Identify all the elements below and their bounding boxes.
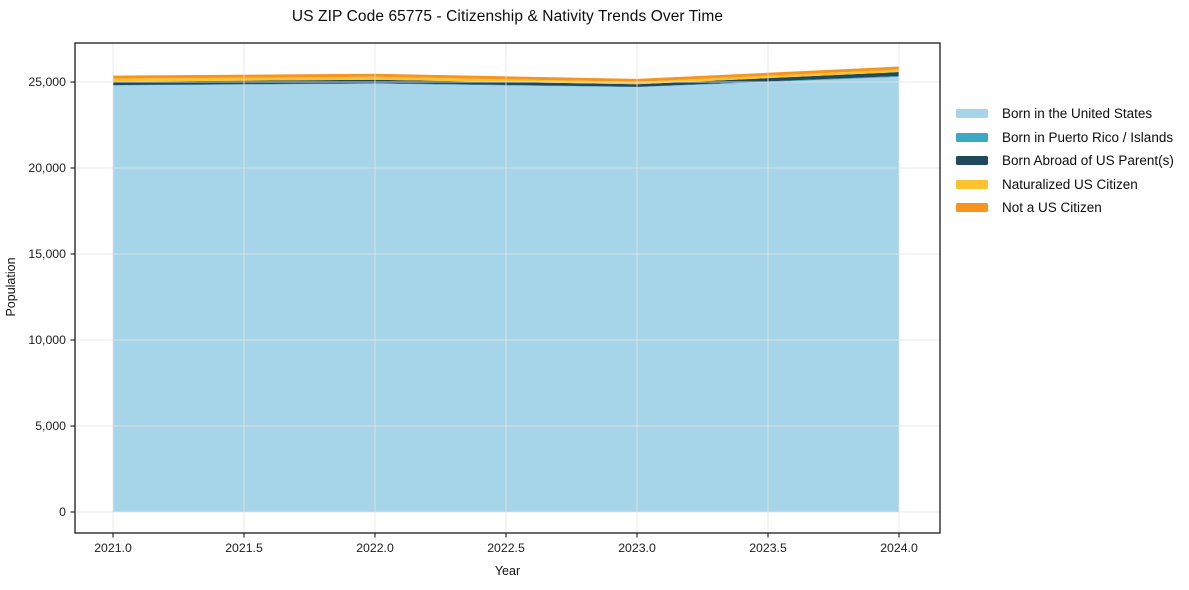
y-tick-label: 25,000	[28, 75, 66, 89]
x-tick-label: 2023.0	[618, 541, 656, 555]
x-tick-label: 2022.0	[356, 541, 394, 555]
legend-item: Born in Puerto Rico / Islands	[956, 126, 1174, 150]
legend-label: Born in Puerto Rico / Islands	[1002, 129, 1174, 145]
legend-swatch	[956, 179, 988, 189]
legend: Born in the United States Born in Puerto …	[956, 102, 1174, 220]
area-series-4	[113, 66, 899, 82]
legend-label: Not a US Citizen	[1002, 200, 1102, 216]
x-tick-label: 2021.5	[225, 541, 263, 555]
legend-swatch	[956, 109, 988, 119]
legend-item: Naturalized US Citizen	[956, 173, 1174, 197]
x-tick-label: 2021.0	[94, 541, 132, 555]
chart-title: US ZIP Code 65775 - Citizenship & Nativi…	[291, 8, 724, 25]
area-series-2	[113, 72, 899, 87]
legend-item: Born Abroad of US Parent(s)	[956, 149, 1174, 173]
legend-swatch	[956, 132, 988, 142]
x-tick-label: 2024.0	[880, 541, 918, 555]
legend-label: Naturalized US Citizen	[1002, 176, 1138, 192]
y-tick-label: 0	[59, 505, 66, 519]
y-tick-label: 15,000	[28, 247, 66, 261]
legend-item: Not a US Citizen	[956, 196, 1174, 220]
y-tick-label: 20,000	[28, 161, 66, 175]
x-tick-label: 2023.5	[749, 541, 787, 555]
plot-frame	[74, 42, 941, 534]
legend-label: Born Abroad of US Parent(s)	[1002, 153, 1174, 169]
legend-label: Born in the United States	[1002, 106, 1153, 122]
legend-swatch	[956, 156, 988, 166]
legend-item: Born in the United States	[956, 102, 1174, 126]
area-series-1	[113, 75, 899, 88]
y-tick-label: 5,000	[35, 419, 66, 433]
x-axis-label: Year	[494, 564, 521, 578]
area-series-3	[113, 69, 899, 85]
x-tick-label: 2022.5	[487, 541, 525, 555]
y-tick-label: 10,000	[28, 333, 66, 347]
legend-swatch	[956, 203, 988, 213]
